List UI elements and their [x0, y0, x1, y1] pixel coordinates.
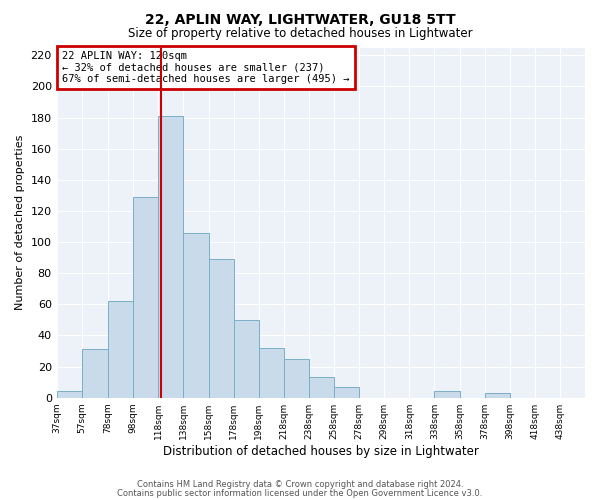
Bar — [434, 392, 460, 398]
Bar — [209, 259, 233, 398]
Bar — [233, 320, 259, 398]
Text: 22, APLIN WAY, LIGHTWATER, GU18 5TT: 22, APLIN WAY, LIGHTWATER, GU18 5TT — [145, 12, 455, 26]
Text: Contains public sector information licensed under the Open Government Licence v3: Contains public sector information licen… — [118, 488, 482, 498]
Bar — [284, 359, 309, 398]
Bar — [82, 350, 108, 398]
Bar — [133, 197, 158, 398]
Text: Contains HM Land Registry data © Crown copyright and database right 2024.: Contains HM Land Registry data © Crown c… — [137, 480, 463, 489]
Bar — [184, 232, 209, 398]
Bar — [158, 116, 184, 398]
Bar — [108, 301, 133, 398]
Bar — [334, 387, 359, 398]
Bar — [56, 392, 82, 398]
Bar — [309, 378, 334, 398]
Text: 22 APLIN WAY: 120sqm
← 32% of detached houses are smaller (237)
67% of semi-deta: 22 APLIN WAY: 120sqm ← 32% of detached h… — [62, 51, 349, 84]
Bar — [485, 393, 510, 398]
X-axis label: Distribution of detached houses by size in Lightwater: Distribution of detached houses by size … — [163, 444, 479, 458]
Text: Size of property relative to detached houses in Lightwater: Size of property relative to detached ho… — [128, 28, 472, 40]
Y-axis label: Number of detached properties: Number of detached properties — [15, 135, 25, 310]
Bar — [259, 348, 284, 398]
